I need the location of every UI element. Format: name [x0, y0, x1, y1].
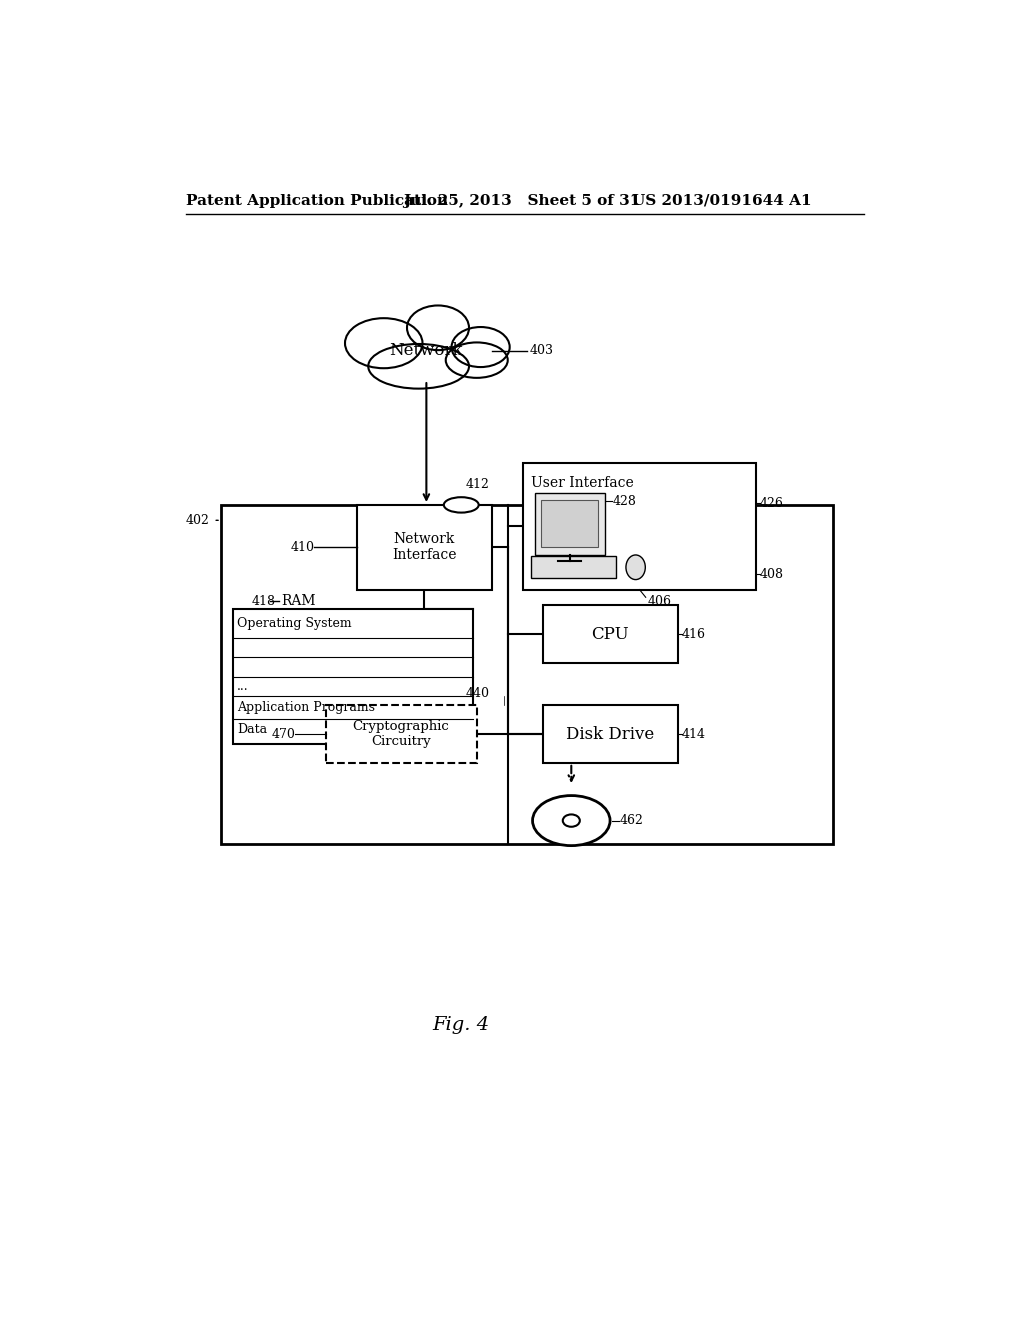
Text: CPU: CPU — [591, 626, 629, 643]
Text: 403: 403 — [529, 345, 553, 358]
Text: Jul. 25, 2013   Sheet 5 of 31: Jul. 25, 2013 Sheet 5 of 31 — [403, 194, 640, 207]
Text: 410: 410 — [291, 541, 314, 554]
Text: RAM: RAM — [282, 594, 316, 609]
Bar — [535, 494, 604, 554]
Bar — [326, 705, 477, 763]
Text: 462: 462 — [620, 814, 643, 828]
Bar — [543, 605, 678, 663]
Text: 408: 408 — [760, 568, 783, 581]
Ellipse shape — [369, 345, 469, 388]
Ellipse shape — [345, 318, 423, 368]
Bar — [543, 705, 678, 763]
Text: Cryptographic
Circuitry: Cryptographic Circuitry — [352, 721, 450, 748]
Text: 402: 402 — [186, 513, 210, 527]
Ellipse shape — [532, 796, 610, 846]
Bar — [531, 557, 616, 578]
Text: 440: 440 — [465, 686, 489, 700]
Bar — [221, 506, 834, 843]
Text: Network
Interface: Network Interface — [392, 532, 457, 562]
Bar — [523, 462, 756, 590]
Text: ...: ... — [238, 680, 249, 693]
Text: 414: 414 — [682, 727, 707, 741]
Ellipse shape — [443, 498, 478, 512]
Text: 428: 428 — [612, 495, 636, 508]
Text: US 2013/0191644 A1: US 2013/0191644 A1 — [632, 194, 811, 207]
Bar — [541, 499, 598, 548]
Text: 418: 418 — [252, 594, 276, 607]
Bar — [232, 609, 473, 743]
Text: User Interface: User Interface — [531, 477, 634, 491]
Ellipse shape — [452, 327, 510, 367]
Ellipse shape — [407, 305, 469, 350]
Text: Patent Application Publication: Patent Application Publication — [186, 194, 449, 207]
Ellipse shape — [445, 342, 508, 378]
Text: 406: 406 — [647, 594, 672, 607]
Text: Disk Drive: Disk Drive — [566, 726, 654, 743]
Text: Operating System: Operating System — [238, 616, 352, 630]
Ellipse shape — [626, 554, 645, 579]
Text: Application Programs: Application Programs — [238, 701, 375, 714]
Text: 470: 470 — [271, 727, 295, 741]
Bar — [356, 506, 493, 590]
Ellipse shape — [563, 814, 580, 826]
Text: Data: Data — [238, 723, 267, 737]
Text: 426: 426 — [760, 496, 783, 510]
Text: 412: 412 — [465, 478, 489, 491]
Text: Fig. 4: Fig. 4 — [433, 1015, 489, 1034]
Text: 416: 416 — [682, 628, 707, 640]
Text: Network: Network — [389, 342, 463, 359]
